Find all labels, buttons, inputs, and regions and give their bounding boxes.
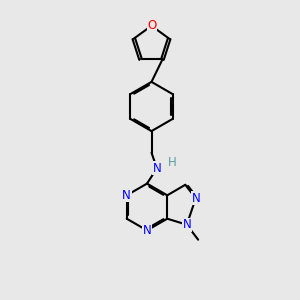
Text: H: H (168, 156, 177, 170)
Text: N: N (182, 218, 191, 231)
Text: N: N (122, 189, 131, 202)
Text: N: N (191, 192, 200, 205)
Text: N: N (142, 224, 152, 237)
Text: N: N (152, 162, 161, 175)
Text: O: O (148, 19, 157, 32)
